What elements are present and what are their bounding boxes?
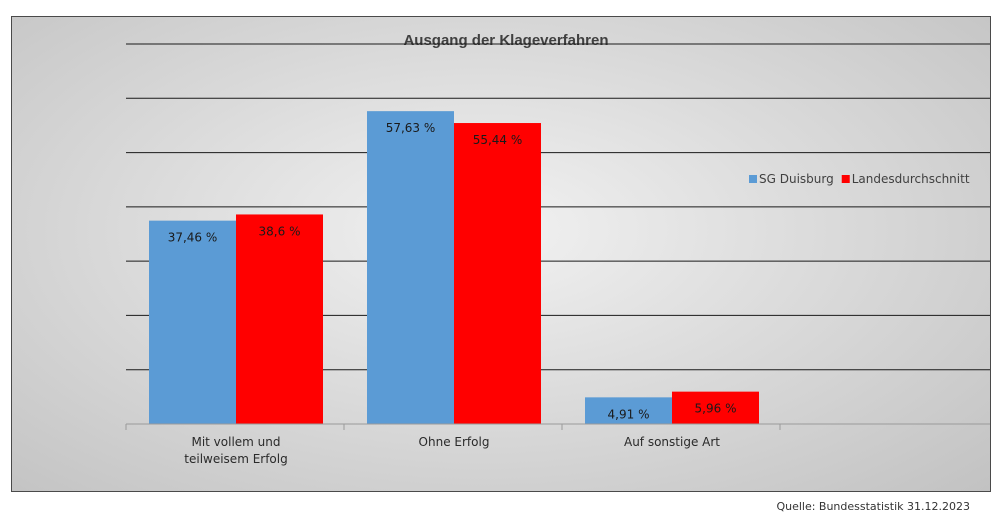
bar-chart: Ausgang der Klageverfahren 37,46 % 57,63 … xyxy=(125,32,990,466)
bar xyxy=(367,111,454,424)
bar xyxy=(236,214,323,424)
data-label: 4,91 % xyxy=(608,407,650,421)
legend-label: Landesdurchschnitt xyxy=(852,172,970,186)
x-tick-label: teilweisem Erfolg xyxy=(184,452,287,466)
bar xyxy=(454,123,541,424)
legend-swatch xyxy=(841,175,850,183)
data-label: 55,44 % xyxy=(473,133,523,147)
legend-swatch xyxy=(749,175,757,183)
data-label: 57,63 % xyxy=(386,121,436,135)
source-note: Quelle: Bundesstatistik 31.12.2023 xyxy=(776,500,970,513)
x-tick-label: Auf sonstige Art xyxy=(624,435,720,449)
x-tick-label: Mit vollem und xyxy=(191,435,280,449)
legend: SG Duisburg Landesdurchschnitt xyxy=(749,172,970,186)
bar xyxy=(585,397,672,424)
x-tick-label: Ohne Erfolg xyxy=(419,435,490,449)
x-axis: Mit vollem und teilweisem Erfolg Ohne Erfo… xyxy=(125,423,990,466)
bars: 37,46 % 57,63 % 4,91 % 38,6 % 55,44 % 5,96 % xyxy=(149,111,759,424)
legend-label: SG Duisburg xyxy=(759,172,834,186)
bar xyxy=(149,220,236,424)
chart-title: Ausgang der Klageverfahren xyxy=(403,32,608,49)
bar xyxy=(672,391,759,424)
chart-frame: Ausgang der Klageverfahren 37,46 % 57,63 … xyxy=(11,16,991,492)
data-label: 37,46 % xyxy=(168,231,218,245)
data-label: 38,6 % xyxy=(259,224,301,238)
data-label: 5,96 % xyxy=(695,402,737,416)
